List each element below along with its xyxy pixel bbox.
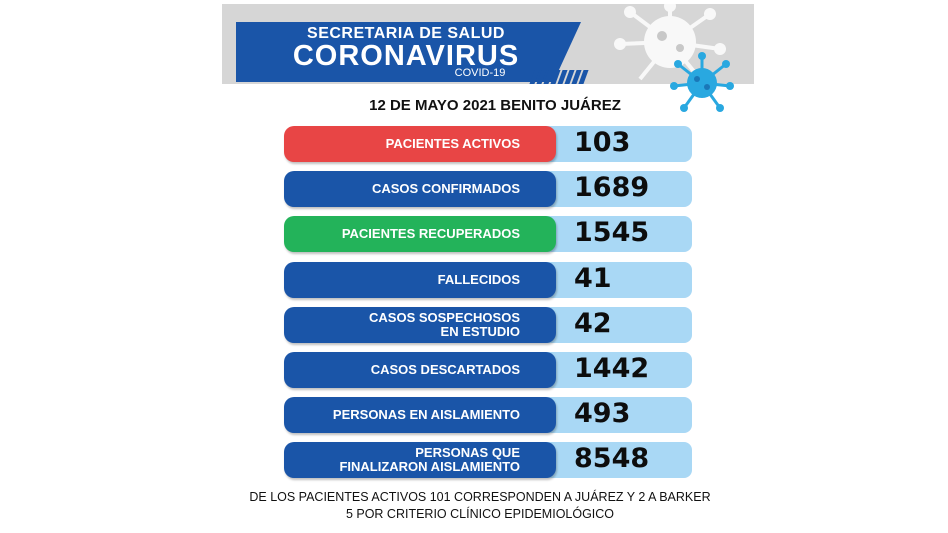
stat-label: CASOS SOSPECHOSOS xyxy=(369,310,520,325)
header-title-secretaria: SECRETARIA DE SALUD xyxy=(307,25,505,42)
stat-row: FALLECIDOS 41 xyxy=(284,262,694,298)
stat-row: PACIENTES RECUPERADOS 1545 xyxy=(284,216,694,252)
report-date: 12 DE MAYO 2021 BENITO JUÁREZ xyxy=(369,97,621,114)
stat-label-pill: PACIENTES RECUPERADOS xyxy=(284,216,556,252)
stat-label: PACIENTES ACTIVOS xyxy=(385,136,520,151)
stat-row: PERSONAS EN AISLAMIENTO 493 xyxy=(284,397,694,433)
stat-label: CASOS CONFIRMADOS xyxy=(371,181,520,196)
stat-value: 41 xyxy=(574,263,612,294)
stat-row: CASOS SOSPECHOSOS EN ESTUDIO 42 xyxy=(284,307,694,343)
stat-label: PERSONAS EN AISLAMIENTO xyxy=(332,407,520,422)
stat-value: 103 xyxy=(574,127,631,158)
header-subtitle-covid: COVID-19 xyxy=(454,67,506,79)
footer-line-2: 5 POR CRITERIO CLÍNICO EPIDEMIOLÓGICO xyxy=(345,507,615,521)
stat-row: CASOS DESCARTADOS 1442 xyxy=(284,352,694,388)
stat-label-pill: CASOS SOSPECHOSOS EN ESTUDIO xyxy=(284,307,556,343)
stat-value: 1442 xyxy=(574,353,650,384)
virus-icon xyxy=(670,52,734,112)
stat-label-pill: CASOS CONFIRMADOS xyxy=(284,171,556,207)
stat-label: FALLECIDOS xyxy=(437,272,520,287)
coronavirus-icon xyxy=(614,4,726,81)
stat-label: PACIENTES RECUPERADOS xyxy=(341,226,520,241)
footer-note: DE LOS PACIENTES ACTIVOS 101 CORRESPONDE… xyxy=(230,489,730,523)
stat-value: 42 xyxy=(574,308,612,339)
stat-label: CASOS DESCARTADOS xyxy=(370,362,520,377)
stat-label-pill: FALLECIDOS xyxy=(284,262,556,298)
stat-row: PERSONAS QUE FINALIZARON AISLAMIENTO 8548 xyxy=(284,442,694,478)
stat-label-pill: PACIENTES ACTIVOS xyxy=(284,126,556,162)
header-band xyxy=(236,22,581,82)
stat-row: PACIENTES ACTIVOS 103 xyxy=(284,126,694,162)
stat-value: 1689 xyxy=(574,172,650,203)
stat-value: 493 xyxy=(574,398,631,429)
stat-label-pill: CASOS DESCARTADOS xyxy=(284,352,556,388)
stat-label-pill: PERSONAS EN AISLAMIENTO xyxy=(284,397,556,433)
stat-label: FINALIZARON AISLAMIENTO xyxy=(339,459,520,474)
header-title-coronavirus: CORONAVIRUS xyxy=(292,40,520,72)
stat-value: 1545 xyxy=(574,217,650,248)
stat-value: 8548 xyxy=(574,443,650,474)
stat-label-pill: PERSONAS QUE FINALIZARON AISLAMIENTO xyxy=(284,442,556,478)
decorative-stripes xyxy=(529,70,589,84)
stat-label: EN ESTUDIO xyxy=(440,324,520,339)
stat-label: PERSONAS QUE xyxy=(415,445,520,460)
footer-line-1: DE LOS PACIENTES ACTIVOS 101 CORRESPONDE… xyxy=(249,490,711,504)
stat-row: CASOS CONFIRMADOS 1689 xyxy=(284,171,694,207)
